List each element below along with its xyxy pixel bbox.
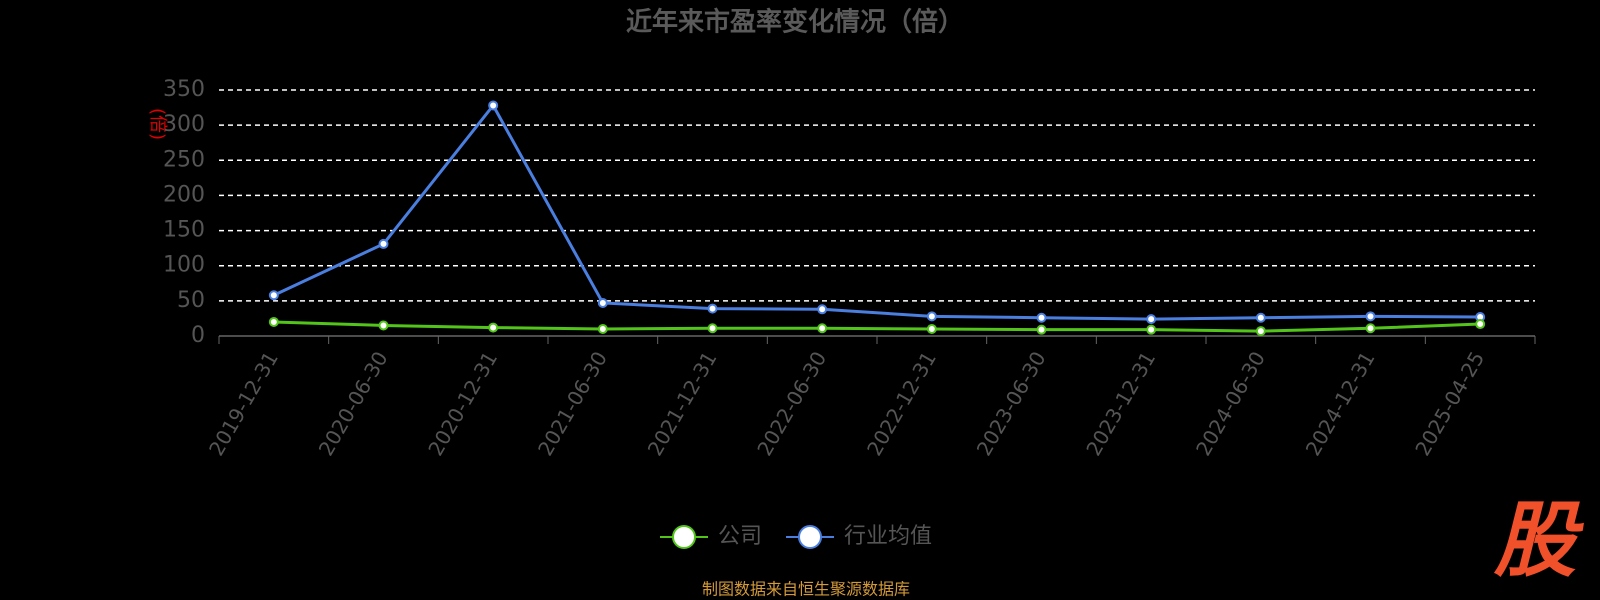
- point: [1255, 326, 1266, 337]
- x-tick-label: 2020-06-30: [314, 347, 393, 460]
- line: [273, 320, 1481, 333]
- chart-title: 近年来市盈率变化情况（倍）: [626, 7, 964, 38]
- point: [378, 238, 389, 249]
- x-tick-label: 2020-12-31: [423, 347, 502, 460]
- point: [1255, 312, 1266, 323]
- legend-label: 公司: [718, 524, 762, 549]
- point: [1146, 324, 1157, 335]
- x-tick-label: 2019-12-31: [204, 347, 283, 460]
- y-tick-label: 300: [163, 112, 205, 137]
- x-tick-label: 2024-06-30: [1191, 347, 1270, 460]
- x-tick-label: 2024-12-31: [1301, 347, 1380, 460]
- y-tick-label: 100: [163, 253, 205, 278]
- x-tick-label: 2021-06-30: [533, 347, 612, 460]
- point: [1036, 324, 1047, 335]
- point: [1475, 319, 1486, 330]
- legend-marker: [798, 525, 823, 549]
- source-note: 制图数据来自恒生聚源数据库: [702, 580, 910, 599]
- x-tick-label: 2022-12-31: [862, 347, 941, 460]
- point: [597, 297, 608, 308]
- point: [597, 323, 608, 334]
- point: [926, 323, 937, 334]
- point: [1365, 311, 1376, 322]
- point: [926, 311, 937, 322]
- point: [268, 290, 279, 301]
- point: [817, 323, 828, 334]
- x-tick-label: 2021-12-31: [643, 347, 722, 460]
- x-tick-label: 2023-06-30: [972, 347, 1051, 460]
- y-tick-label: 150: [163, 218, 205, 243]
- x-tick-label: 2022-06-30: [752, 347, 831, 460]
- point: [707, 303, 718, 314]
- point: [488, 100, 499, 111]
- y-tick-label: 250: [163, 147, 205, 172]
- y-tick-label: 0: [191, 323, 205, 348]
- y-axis-label: (倍): [147, 108, 168, 140]
- point: [707, 323, 718, 334]
- point: [1146, 314, 1157, 325]
- point: [268, 316, 279, 327]
- legend-marker: [672, 525, 696, 549]
- point: [817, 304, 828, 315]
- y-tick-label: 200: [163, 182, 205, 207]
- line: [273, 102, 1481, 321]
- logo: 股: [1493, 493, 1584, 588]
- y-tick-label: 350: [163, 77, 205, 102]
- point: [1036, 312, 1047, 323]
- x-tick-label: 2023-12-31: [1081, 347, 1160, 460]
- point: [1365, 323, 1376, 334]
- y-tick-label: 50: [177, 288, 205, 313]
- x-tick-label: 2025-04-25: [1410, 347, 1489, 460]
- legend-label: 行业均值: [844, 524, 932, 549]
- point: [488, 322, 499, 333]
- point: [378, 320, 389, 331]
